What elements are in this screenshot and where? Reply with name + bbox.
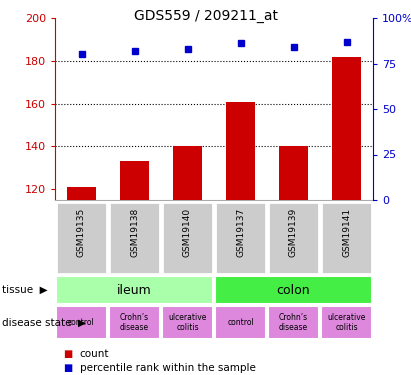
Text: control: control: [227, 318, 254, 327]
Text: GSM19139: GSM19139: [289, 207, 298, 257]
Text: ■: ■: [63, 363, 72, 373]
Bar: [321, 201, 372, 273]
Text: ■: ■: [63, 350, 72, 359]
Bar: [162, 306, 213, 339]
Text: GSM19141: GSM19141: [342, 207, 351, 256]
Text: ileum: ileum: [117, 284, 152, 297]
Text: disease state  ▶: disease state ▶: [2, 318, 86, 327]
Bar: [109, 201, 160, 273]
Bar: [215, 201, 266, 273]
Text: GSM19140: GSM19140: [183, 207, 192, 256]
Text: tissue  ▶: tissue ▶: [2, 285, 48, 295]
Text: GDS559 / 209211_at: GDS559 / 209211_at: [134, 9, 277, 23]
Bar: [279, 147, 308, 200]
Bar: [173, 147, 202, 200]
Text: control: control: [68, 318, 95, 327]
Text: GSM19138: GSM19138: [130, 207, 139, 257]
Text: count: count: [80, 350, 109, 359]
Bar: [120, 162, 149, 200]
Bar: [55, 306, 107, 339]
Text: Crohn’s
disease: Crohn’s disease: [279, 313, 308, 332]
Bar: [226, 102, 255, 200]
Bar: [215, 306, 266, 339]
Bar: [268, 201, 319, 273]
Text: GSM19135: GSM19135: [77, 207, 86, 257]
Text: Crohn’s
disease: Crohn’s disease: [120, 313, 149, 332]
Text: ulcerative
colitis: ulcerative colitis: [327, 313, 366, 332]
Bar: [109, 306, 160, 339]
Bar: [55, 276, 213, 304]
Text: percentile rank within the sample: percentile rank within the sample: [80, 363, 256, 373]
Bar: [215, 276, 372, 304]
Text: GSM19137: GSM19137: [236, 207, 245, 257]
Bar: [67, 187, 96, 200]
Text: ulcerative
colitis: ulcerative colitis: [169, 313, 207, 332]
Bar: [332, 57, 361, 200]
Bar: [321, 306, 372, 339]
Bar: [268, 306, 319, 339]
Text: colon: colon: [277, 284, 310, 297]
Bar: [162, 201, 213, 273]
Bar: [56, 201, 107, 273]
